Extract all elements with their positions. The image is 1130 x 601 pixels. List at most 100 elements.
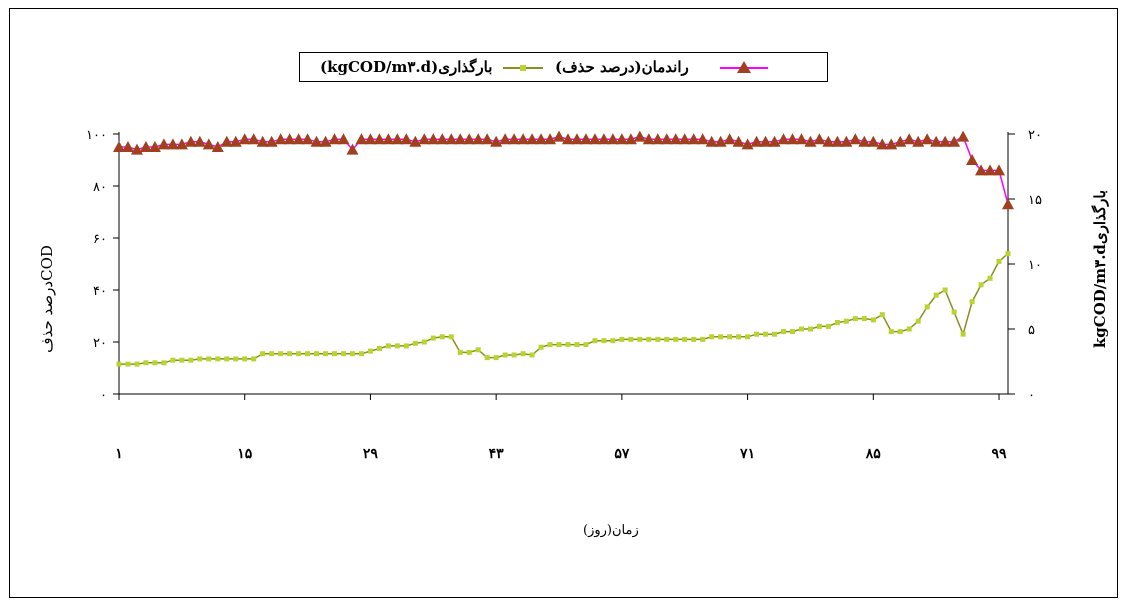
removal-point bbox=[193, 135, 206, 147]
removal-point bbox=[903, 133, 916, 145]
loading-point bbox=[718, 334, 724, 340]
loading-point bbox=[772, 331, 778, 337]
loading-point bbox=[915, 318, 921, 324]
loading-point bbox=[628, 336, 634, 342]
loading-point bbox=[906, 326, 912, 332]
removal-point bbox=[840, 135, 853, 147]
loading-point bbox=[897, 329, 903, 335]
loading-point bbox=[807, 326, 813, 332]
line-chart: ۰ ۲۰ ۴۰ ۶۰ ۸۰ ۱۰۰ ۰ ۵ ۱۰ ۱۵ ۲۰ ۱ ۱۵ ۲۹ ۴۳ ۵۷ ۷۱ ۸۵ ۹۹ bbox=[86, 128, 1042, 462]
removal-point bbox=[597, 133, 610, 145]
loading-point bbox=[403, 343, 409, 349]
chart-frame: ۰ ۲۰ ۴۰ ۶۰ ۸۰ ۱۰۰ ۰ ۵ ۱۰ ۱۵ ۲۰ ۱ ۱۵ ۲۹ ۴۳ ۵۷ ۷۱ ۸۵ ۹۹ بارگ… bbox=[9, 8, 1118, 598]
loading-point bbox=[529, 352, 535, 358]
loading-point bbox=[736, 334, 742, 340]
loading-point bbox=[233, 356, 239, 362]
x-tick-label: ۴۳ bbox=[489, 446, 505, 462]
removal-point bbox=[849, 133, 862, 145]
loading-point bbox=[511, 352, 517, 358]
loading-point bbox=[969, 299, 975, 305]
removal-point bbox=[391, 133, 404, 145]
loading-point bbox=[430, 335, 436, 341]
removal-point bbox=[409, 135, 422, 147]
removal-point bbox=[669, 133, 682, 145]
removal-point bbox=[211, 141, 224, 152]
removal-point bbox=[939, 135, 952, 147]
loading-point bbox=[996, 258, 1002, 264]
loading-point bbox=[610, 338, 616, 344]
loading-point bbox=[152, 360, 158, 366]
removal-point bbox=[148, 141, 161, 152]
removal-point bbox=[310, 135, 323, 147]
removal-point bbox=[732, 135, 745, 147]
removal-point bbox=[481, 133, 494, 145]
removal-point bbox=[984, 164, 997, 176]
loading-point bbox=[439, 334, 445, 340]
loading-point bbox=[475, 347, 481, 353]
x-tick-label: ۱ bbox=[115, 446, 123, 462]
removal-point bbox=[822, 135, 835, 147]
loading-point bbox=[1005, 251, 1011, 257]
loading-point bbox=[861, 316, 867, 322]
removal-point bbox=[570, 133, 583, 145]
loading-point bbox=[592, 338, 598, 344]
loading-point bbox=[224, 356, 230, 362]
loading-point bbox=[637, 336, 643, 342]
removal-point bbox=[301, 133, 314, 145]
removal-point bbox=[544, 133, 557, 145]
y-axis-title-left: درصد حذفCOD bbox=[38, 245, 56, 353]
loading-point bbox=[852, 316, 858, 322]
loading-point bbox=[296, 351, 302, 357]
series-line-loading bbox=[119, 253, 1009, 365]
removal-point bbox=[526, 133, 539, 145]
removal-point bbox=[445, 133, 458, 145]
y-left-tick-label: ۲۰ bbox=[93, 336, 107, 351]
loading-point bbox=[215, 356, 221, 362]
removal-point bbox=[714, 135, 727, 147]
removal-point bbox=[436, 133, 449, 145]
removal-point bbox=[454, 133, 467, 145]
loading-point bbox=[709, 334, 715, 340]
axes bbox=[113, 132, 1015, 400]
removal-point bbox=[759, 135, 772, 147]
removal-point bbox=[238, 133, 251, 145]
x-tick-label: ۲۹ bbox=[363, 446, 379, 462]
legend-label-loading: بارگذاری(kgCOD/m۳.d) bbox=[320, 58, 493, 76]
loading-point bbox=[834, 320, 840, 325]
y-left-tick-label: ۶۰ bbox=[93, 232, 107, 247]
loading-point bbox=[583, 342, 589, 348]
loading-point bbox=[340, 351, 346, 357]
loading-point bbox=[691, 336, 697, 342]
removal-point bbox=[687, 133, 700, 145]
removal-point bbox=[750, 135, 763, 147]
loading-point bbox=[520, 351, 526, 357]
y-right-tick-label: ۱۵ bbox=[1028, 193, 1042, 208]
loading-point bbox=[619, 336, 625, 342]
loading-point bbox=[781, 329, 787, 335]
y-left-tick-label: ۰ bbox=[100, 388, 107, 403]
removal-point bbox=[912, 135, 925, 147]
removal-point bbox=[283, 133, 296, 145]
removal-point bbox=[220, 135, 233, 147]
loading-point bbox=[933, 292, 939, 298]
removal-point bbox=[723, 133, 736, 145]
removal-point bbox=[975, 164, 988, 176]
loading-point bbox=[816, 323, 822, 329]
removal-point bbox=[400, 133, 413, 145]
loading-point bbox=[242, 356, 248, 362]
loading-point bbox=[682, 336, 688, 342]
y-right-tick-label: ۵ bbox=[1028, 323, 1035, 338]
loading-point bbox=[673, 336, 679, 342]
loading-point bbox=[924, 304, 930, 310]
removal-point bbox=[499, 133, 512, 145]
loading-point bbox=[206, 356, 212, 362]
loading-point bbox=[789, 329, 795, 335]
loading-point bbox=[538, 344, 544, 350]
removal-point bbox=[337, 133, 350, 145]
removal-point bbox=[184, 135, 197, 147]
loading-point bbox=[574, 342, 580, 348]
removal-point bbox=[885, 138, 898, 150]
loading-point bbox=[763, 331, 769, 337]
removal-point bbox=[930, 135, 943, 147]
removal-point bbox=[382, 133, 395, 145]
